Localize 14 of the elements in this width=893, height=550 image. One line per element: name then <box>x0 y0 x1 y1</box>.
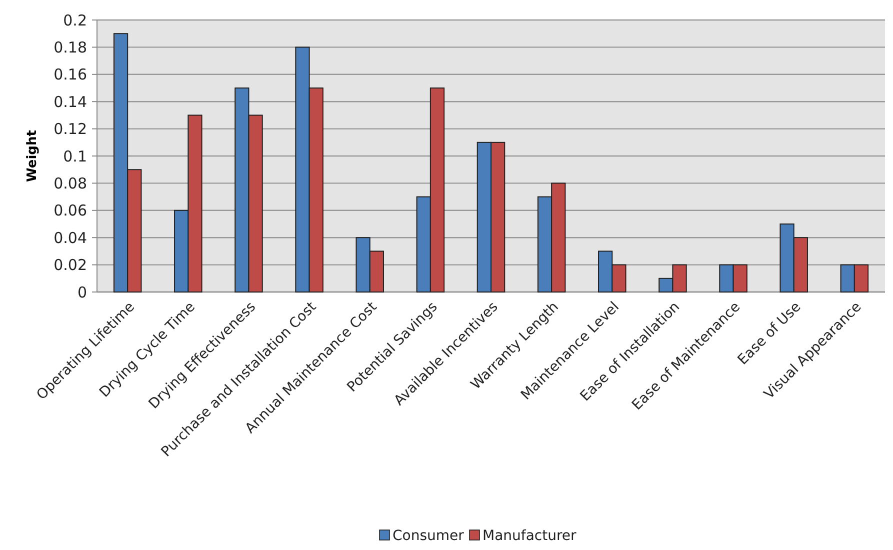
legend-label: Manufacturer <box>482 528 577 544</box>
legend-label: Consumer <box>392 528 464 544</box>
y-tick-label: 0.12 <box>54 120 87 138</box>
y-tick-label: 0.04 <box>54 228 87 247</box>
y-axis-title: Weight <box>25 130 40 182</box>
y-tick-label: 0.14 <box>54 92 87 111</box>
y-tick-label: 0.18 <box>54 38 87 56</box>
y-tick-label: 0.16 <box>54 66 87 84</box>
y-tick-label: 0.02 <box>54 256 87 274</box>
y-tick-label: 0.1 <box>63 147 87 166</box>
y-tick-label: 0.08 <box>54 174 87 192</box>
y-tick-label: 0.2 <box>63 11 87 30</box>
y-tick-label: 0.06 <box>54 202 87 220</box>
y-tick-label: 0 <box>77 283 87 302</box>
